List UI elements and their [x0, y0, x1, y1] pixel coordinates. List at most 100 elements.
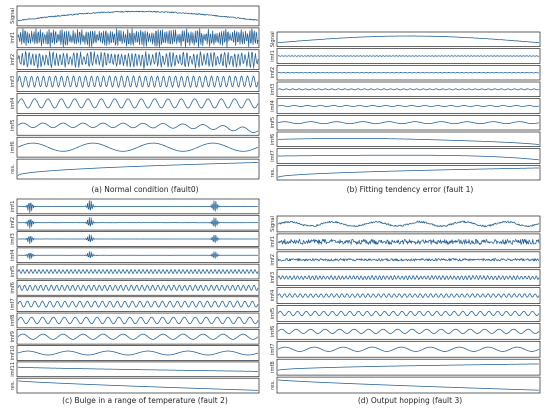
- series-imf5: [277, 310, 540, 317]
- caption-a: (a) Normal condition (fault0): [91, 185, 199, 194]
- row-label-imf5: imf5: [270, 308, 276, 320]
- series-imf4: [17, 98, 259, 109]
- row-label-res: res.: [270, 168, 276, 178]
- series-imf8: [17, 316, 259, 325]
- series-imf9: [17, 333, 259, 340]
- subplot-frame: [276, 48, 541, 64]
- series-imf4: [277, 105, 540, 107]
- row-label-imf3: imf3: [270, 272, 276, 284]
- row-label-imf9: imf9: [10, 331, 16, 343]
- row-label-imf4: imf4: [10, 249, 16, 261]
- series-Signal: [277, 220, 540, 228]
- series-imf6: [17, 284, 259, 291]
- series-res: [277, 379, 540, 391]
- row-label-Signal: Signal: [270, 31, 276, 47]
- row-label-imf10: imf10: [10, 346, 16, 361]
- row-label-imf1: imf1: [10, 201, 16, 213]
- series-imf4: [18, 251, 259, 260]
- series-imf7: [17, 300, 259, 308]
- series-imf1: [277, 238, 540, 245]
- series-imf6: [277, 328, 540, 334]
- series-res: [17, 162, 259, 176]
- row-label-imf6: imf6: [270, 134, 276, 146]
- subplot-frame: [276, 114, 541, 131]
- series-imf1: [17, 28, 259, 48]
- panel-d: Signal imf1 imf2 imf3 imf4 imf5 imf6 imf7 imf8 re…: [270, 215, 541, 394]
- subplot-frame: [276, 148, 541, 164]
- row-label-imf2: imf2: [10, 217, 16, 229]
- subplot-frame: [16, 312, 260, 329]
- row-label-imf5: imf5: [10, 120, 16, 132]
- series-imf7: [277, 346, 540, 352]
- subplot-frame: [276, 340, 541, 358]
- row-label-imf2: imf2: [270, 254, 276, 266]
- series-imf2: [277, 71, 540, 74]
- row-label-imf5: imf5: [270, 117, 276, 129]
- subplot-frame: [16, 247, 260, 264]
- row-label-imf11: imf11: [10, 362, 16, 377]
- series-Signal: [277, 35, 540, 44]
- subplot-frame: [276, 98, 541, 114]
- subplot-frame: [16, 328, 260, 345]
- row-label-imf3: imf3: [10, 233, 16, 245]
- row-label-imf8: imf8: [10, 315, 16, 327]
- subplot-frame: [276, 358, 541, 376]
- subplot-frame: [276, 287, 541, 304]
- row-label-imf6: imf6: [10, 282, 16, 294]
- subplot-frame: [16, 71, 260, 92]
- series-res: [277, 167, 540, 178]
- series-imf5: [17, 269, 259, 274]
- caption-d: (d) Output hopping (fault 3): [357, 396, 463, 405]
- subplot-frame: [276, 323, 541, 340]
- panel-b: Signal imf1 imf2 imf3 imf4 imf5 imf6 imf7 res.: [270, 31, 541, 181]
- row-label-imf5: imf5: [10, 266, 16, 278]
- subplot-frame: [16, 377, 260, 394]
- row-label-imf2: imf2: [270, 67, 276, 79]
- subplot-frame: [276, 251, 541, 269]
- row-label-imf8: imf8: [270, 361, 276, 373]
- series-imf5: [17, 122, 259, 133]
- row-label-Signal: Signal: [270, 216, 276, 232]
- subplot-frame: [16, 93, 260, 114]
- series-imf7: [277, 154, 540, 161]
- series-imf5: [277, 121, 540, 125]
- row-label-Signal: Signal: [10, 8, 16, 24]
- row-label-res: res.: [10, 164, 16, 174]
- row-label-imf1: imf1: [270, 50, 276, 62]
- subplot-frame: [276, 164, 541, 181]
- row-label-imf6: imf6: [270, 326, 276, 338]
- row-label-imf4: imf4: [10, 97, 16, 109]
- subplot-frame: [276, 64, 541, 81]
- subplot-frame: [276, 31, 541, 48]
- series-imf4: [277, 293, 540, 298]
- subplot-frame: [16, 296, 260, 312]
- series-imf3: [277, 275, 540, 281]
- caption-c: (c) Bulge in a range of temperature (fau…: [62, 396, 228, 405]
- series-imf8: [277, 363, 540, 371]
- subplot-frame: [276, 305, 541, 322]
- panel-a: Signal imf1 imf2 imf3 imf4 imf5 imf6 res.: [10, 5, 260, 180]
- row-label-imf4: imf4: [270, 289, 276, 301]
- caption-b: (b) Fitting tendency error (fault 1): [346, 185, 474, 194]
- row-label-imf7: imf7: [10, 298, 16, 310]
- subplot-frame: [16, 27, 260, 49]
- subplot-frame: [276, 269, 541, 286]
- row-label-imf6: imf6: [10, 141, 16, 153]
- series-imf10: [17, 350, 259, 356]
- subplot-frame: [16, 361, 260, 378]
- row-label-imf4: imf4: [270, 99, 276, 111]
- subplot-frame: [16, 345, 260, 361]
- row-label-imf3: imf3: [270, 84, 276, 96]
- series-imf2: [277, 258, 540, 262]
- subplot-frame: [276, 131, 541, 148]
- row-label-imf7: imf7: [270, 150, 276, 162]
- row-label-imf7: imf7: [270, 343, 276, 355]
- subplot-frame: [276, 81, 541, 98]
- series-imf3: [277, 88, 540, 91]
- subplot-frame: [276, 215, 541, 233]
- row-label-imf1: imf1: [270, 236, 276, 248]
- row-label-imf2: imf2: [10, 54, 16, 66]
- panel-c: imf1 imf2 imf3 imf4 imf5 imf6 imf7 imf8 imf9 imf1…: [10, 198, 260, 394]
- subplot-frame: [16, 263, 260, 280]
- series-imf11: [17, 366, 259, 372]
